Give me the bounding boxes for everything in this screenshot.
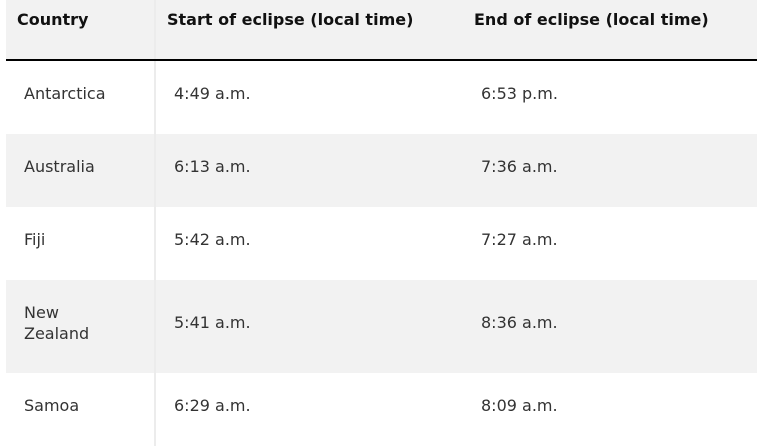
start-cell: 5:42 a.m. <box>174 230 251 249</box>
end-cell: 6:53 p.m. <box>481 84 558 103</box>
table-row: Samoa 6:29 a.m. 8:09 a.m. <box>6 373 757 446</box>
end-cell: 7:36 a.m. <box>461 134 757 207</box>
table-row: Fiji 5:42 a.m. 7:27 a.m. <box>6 207 757 280</box>
start-cell: 4:49 a.m. <box>174 84 251 103</box>
header-row: Country Start of eclipse (local time) En… <box>6 0 757 61</box>
start-cell: 6:29 a.m. <box>174 396 251 415</box>
eclipse-times-table: Country Start of eclipse (local time) En… <box>6 0 757 446</box>
end-cell: 7:27 a.m. <box>481 230 558 249</box>
header-country: Country <box>6 0 156 61</box>
header-start: Start of eclipse (local time) <box>155 0 461 61</box>
start-cell: 5:41 a.m. <box>155 280 461 373</box>
country-cell: Australia <box>6 134 156 207</box>
country-cell: New Zealand <box>6 280 156 373</box>
end-cell: 8:36 a.m. <box>461 280 757 373</box>
country-cell: Antarctica <box>6 60 156 134</box>
country-cell: Fiji <box>6 207 156 280</box>
table-row: Australia 6:13 a.m. 7:36 a.m. <box>6 134 757 207</box>
country-cell: Samoa <box>6 373 156 446</box>
table-row: New Zealand 5:41 a.m. 8:36 a.m. <box>6 280 757 373</box>
start-cell: 6:13 a.m. <box>155 134 461 207</box>
end-cell: 8:09 a.m. <box>481 396 558 415</box>
table-row: Antarctica 4:49 a.m. 6:53 p.m. <box>6 60 757 134</box>
header-end: End of eclipse (local time) <box>461 0 757 61</box>
